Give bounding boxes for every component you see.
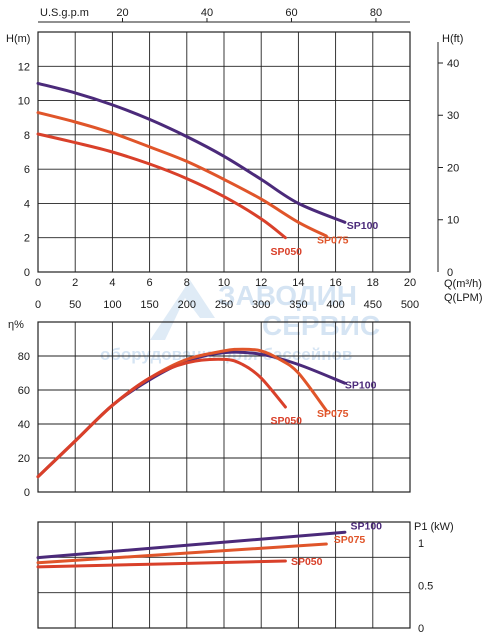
eff-label-sp100: SP100	[345, 379, 377, 391]
head-gpm-tick: 80	[370, 7, 382, 19]
head-lpm-tick: 150	[140, 299, 158, 311]
eff-frame	[37, 321, 411, 493]
head-line-sp050	[36, 132, 287, 240]
head-gpm-tick: 60	[285, 7, 297, 19]
head-x-tick: 8	[184, 277, 190, 289]
watermark-line2: СЕРВИС	[262, 310, 380, 341]
head-x-tick: 10	[218, 277, 230, 289]
head-x-tick: 2	[72, 277, 78, 289]
watermark-logo-icon	[150, 280, 215, 340]
eff-y-tick: 20	[18, 453, 30, 465]
head-ft-tick: 0	[447, 267, 453, 279]
head-y-tick: 12	[18, 61, 30, 73]
watermark-line1: ЗАВОДИН	[218, 280, 357, 311]
eff-label-sp050: SP050	[271, 415, 303, 427]
head-x-tick: 18	[367, 277, 379, 289]
head-lpm-tick: 500	[401, 299, 419, 311]
head-lpm-tick: 100	[103, 299, 121, 311]
power-y-tick: 0.5	[418, 581, 433, 593]
head-label-sp075: SP075	[317, 235, 349, 247]
head-gpm-tick: 40	[201, 7, 213, 19]
head-lpm-title: Q(LPM)	[444, 292, 483, 304]
head-y-tick: 6	[24, 164, 30, 176]
watermark: ЗАВОДИН СЕРВИС оборудование для бассейно…	[100, 280, 380, 364]
head-lpm-tick: 50	[69, 299, 81, 311]
head-y-tick: 10	[18, 96, 30, 108]
eff-y-tick: 80	[18, 351, 30, 363]
power-line-sp075	[36, 542, 328, 565]
head-ft-tick: 20	[447, 162, 459, 174]
head-x-title: Q(m³/h)	[444, 278, 482, 290]
head-y-tick: 2	[24, 233, 30, 245]
head-lpm-tick: 0	[35, 299, 41, 311]
head-x-tick: 14	[292, 277, 304, 289]
head-ft-tick: 30	[447, 110, 459, 122]
power-y-tick: 1	[418, 538, 424, 550]
power-line-sp050	[36, 559, 287, 569]
head-x-tick: 20	[404, 277, 416, 289]
head-ft-title: H(ft)	[442, 33, 463, 45]
head-y-tick: 8	[24, 130, 30, 142]
power-y-title: P1 (kW)	[414, 521, 454, 533]
head-y-title: H(m)	[6, 33, 30, 45]
efficiency-panel: 0 20 40 60 80 η% SP100 SP075 SP050	[8, 319, 411, 499]
eff-y-tick: 40	[18, 419, 30, 431]
head-line-sp075	[36, 111, 328, 238]
power-line-sp100	[36, 530, 347, 560]
head-gpm-tick: 20	[116, 7, 128, 19]
head-lpm-tick: 200	[178, 299, 196, 311]
head-lpm-tick: 350	[289, 299, 307, 311]
head-lpm-tick: 300	[252, 299, 270, 311]
eff-y-tick: 0	[24, 487, 30, 499]
head-lpm-tick: 400	[326, 299, 344, 311]
head-ft-tick: 40	[447, 58, 459, 70]
head-ft-tick: 10	[447, 215, 459, 227]
head-x-tick: 0	[35, 277, 41, 289]
head-lpm-tick: 250	[215, 299, 233, 311]
head-x-tick: 6	[147, 277, 153, 289]
head-x-tick: 16	[329, 277, 341, 289]
head-lpm-tick: 450	[364, 299, 382, 311]
head-label-sp100: SP100	[347, 220, 379, 232]
eff-y-title: η%	[8, 319, 24, 331]
eff-line-sp050	[36, 357, 287, 479]
watermark-line3: оборудование для бассейнов	[100, 345, 352, 364]
head-frame	[37, 31, 411, 273]
eff-y-tick: 60	[18, 385, 30, 397]
head-y-tick: 4	[24, 198, 30, 210]
power-y-tick: 0	[418, 623, 424, 635]
head-label-sp050: SP050	[271, 246, 303, 258]
head-x-tick: 12	[255, 277, 267, 289]
power-label-sp100: SP100	[350, 521, 382, 533]
head-line-sp100	[36, 81, 347, 224]
head-gpm-title: U.S.g.p.m	[40, 7, 89, 19]
power-frame	[37, 521, 411, 629]
head-y-tick: 0	[24, 267, 30, 279]
head-x-tick: 4	[109, 277, 115, 289]
power-label-sp050: SP050	[291, 556, 323, 568]
power-label-sp075: SP075	[334, 534, 366, 546]
eff-label-sp075: SP075	[317, 408, 349, 420]
